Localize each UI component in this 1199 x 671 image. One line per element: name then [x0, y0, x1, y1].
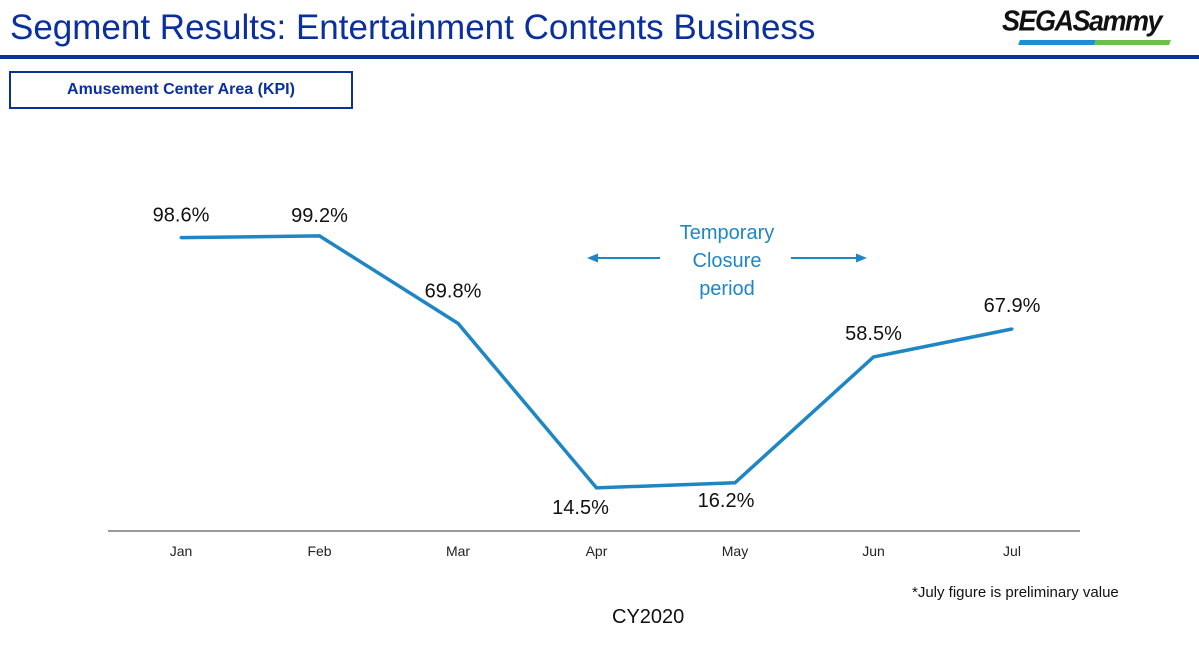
- x-tick-label: Mar: [446, 543, 470, 559]
- series-line-kpi: [180, 234, 1013, 490]
- data-point: [1010, 327, 1014, 331]
- closure-annotation: Temporary Closure period: [662, 219, 792, 303]
- x-tick-label: Apr: [586, 543, 608, 559]
- data-point: [318, 234, 321, 238]
- data-label: 14.5%: [552, 497, 609, 519]
- x-tick-label: Jun: [862, 543, 885, 559]
- section-label: Amusement Center Area (KPI): [9, 71, 353, 109]
- data-label: 67.9%: [984, 295, 1041, 317]
- data-label: 16.2%: [698, 490, 755, 512]
- data-label: 69.8%: [425, 280, 482, 302]
- data-point: [872, 355, 875, 359]
- x-tick-label: Jan: [170, 543, 193, 559]
- annotation-line: period: [699, 278, 755, 300]
- logo-text: SEGASammy: [1002, 5, 1163, 37]
- page-title: Segment Results: Entertainment Contents …: [10, 8, 816, 47]
- data-point: [595, 486, 598, 490]
- data-label: 99.2%: [291, 205, 348, 227]
- annotation-line: Temporary: [679, 222, 775, 244]
- x-axis-title: CY2020: [612, 606, 685, 628]
- x-tick-label: Feb: [307, 543, 331, 559]
- x-tick-label: May: [722, 543, 748, 559]
- x-tick-label: Jul: [1003, 543, 1021, 559]
- data-label: 98.6%: [153, 205, 210, 227]
- data-point: [456, 321, 460, 325]
- data-label: 58.5%: [845, 323, 902, 345]
- footnote: *July figure is preliminary value: [912, 584, 1119, 601]
- data-point: [179, 236, 183, 240]
- closure-arrow-right: [791, 253, 867, 263]
- sega-sammy-logo: SEGASammy: [1002, 5, 1172, 45]
- annotation-line: Closure: [692, 250, 762, 272]
- data-point: [733, 481, 737, 485]
- closure-arrow-left: [587, 253, 660, 263]
- title-divider: [0, 55, 1199, 59]
